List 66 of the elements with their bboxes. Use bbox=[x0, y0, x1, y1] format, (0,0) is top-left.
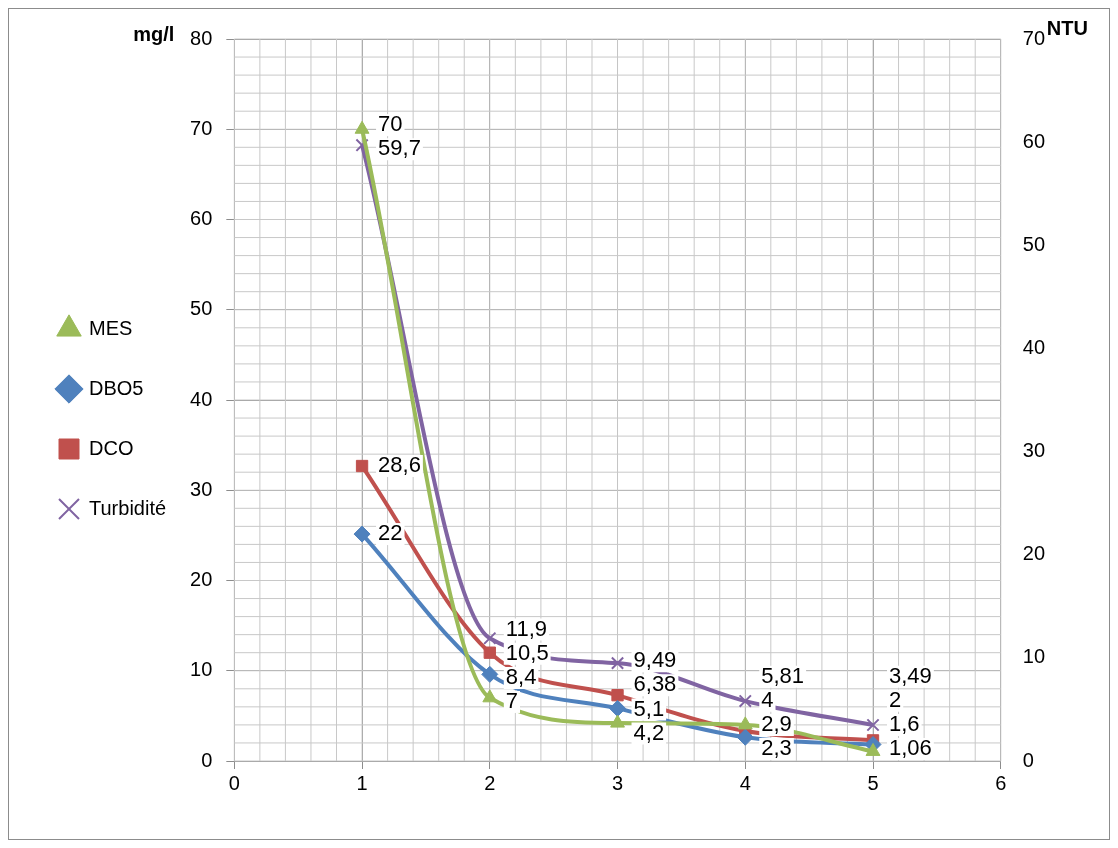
data-label: 1,06 bbox=[889, 735, 932, 761]
x-tick-label: 1 bbox=[356, 771, 368, 794]
data-label: 28,6 bbox=[378, 452, 421, 478]
y2-tick-label: 50 bbox=[1022, 232, 1045, 255]
point bbox=[736, 728, 754, 746]
point bbox=[482, 689, 498, 703]
y2-tick-label: 40 bbox=[1022, 335, 1045, 358]
y-tick-label: 40 bbox=[190, 387, 213, 410]
data-label: 1,6 bbox=[889, 711, 920, 737]
data-label: 70 bbox=[378, 111, 403, 137]
data-label: 7 bbox=[505, 688, 519, 714]
point bbox=[481, 665, 499, 683]
data-label: 5,81 bbox=[761, 662, 805, 688]
point bbox=[483, 646, 496, 659]
y2-tick-label: 30 bbox=[1022, 439, 1045, 462]
y2-tick-label: 20 bbox=[1022, 542, 1045, 565]
data-label: 6,38 bbox=[633, 671, 677, 697]
y-tick-label: 0 bbox=[201, 748, 213, 771]
data-label: 59,7 bbox=[378, 135, 421, 161]
data-label: 9,49 bbox=[633, 647, 677, 673]
y2-tick-label: 70 bbox=[1022, 26, 1045, 49]
point bbox=[353, 525, 371, 543]
point bbox=[609, 699, 627, 717]
y-tick-label: 60 bbox=[190, 207, 213, 230]
point bbox=[355, 459, 369, 473]
y2-tick-label: 10 bbox=[1022, 645, 1045, 668]
data-label: 4,2 bbox=[633, 719, 665, 745]
x-tick-label: 4 bbox=[739, 771, 751, 794]
y-tick-label: 20 bbox=[190, 568, 213, 591]
x-tick-label: 5 bbox=[867, 771, 879, 794]
point bbox=[737, 716, 753, 730]
data-label: 2,3 bbox=[761, 735, 792, 761]
y-tick-label: 10 bbox=[190, 658, 213, 681]
y-tick-label: 30 bbox=[190, 477, 213, 500]
point bbox=[483, 631, 497, 645]
data-label: 2,9 bbox=[761, 711, 792, 736]
point bbox=[354, 120, 370, 134]
data-label: 22 bbox=[378, 520, 403, 546]
y-tick-label: 50 bbox=[190, 297, 213, 320]
legend-label: DCO bbox=[89, 436, 134, 459]
data-label: 8,4 bbox=[505, 663, 537, 689]
y2-axis-title: NTU bbox=[1046, 16, 1088, 39]
point bbox=[610, 714, 625, 728]
x-tick-label: 2 bbox=[484, 771, 496, 794]
point bbox=[610, 656, 625, 670]
x-tick-label: 6 bbox=[995, 771, 1007, 794]
data-label: 2 bbox=[889, 686, 902, 712]
x-tick-label: 3 bbox=[611, 771, 624, 794]
legend-label: MES bbox=[89, 316, 133, 339]
point bbox=[866, 718, 880, 732]
point bbox=[738, 694, 752, 708]
y-axis-title: mg/l bbox=[133, 22, 175, 45]
data-label: 5,1 bbox=[633, 695, 665, 721]
data-label: 4 bbox=[761, 686, 774, 712]
y-tick-label: 80 bbox=[190, 26, 213, 49]
data-label: 10,5 bbox=[505, 639, 549, 665]
data-label: 3,49 bbox=[889, 662, 932, 688]
legend-label: Turbidité bbox=[89, 496, 167, 519]
point bbox=[865, 742, 881, 756]
y-tick-label: 70 bbox=[190, 116, 213, 139]
legend-label: DBO5 bbox=[89, 376, 144, 399]
y2-tick-label: 60 bbox=[1022, 129, 1045, 152]
point bbox=[611, 689, 624, 702]
data-label: 11,9 bbox=[505, 615, 547, 641]
y2-tick-label: 0 bbox=[1022, 748, 1034, 771]
x-tick-label: 0 bbox=[228, 771, 240, 794]
